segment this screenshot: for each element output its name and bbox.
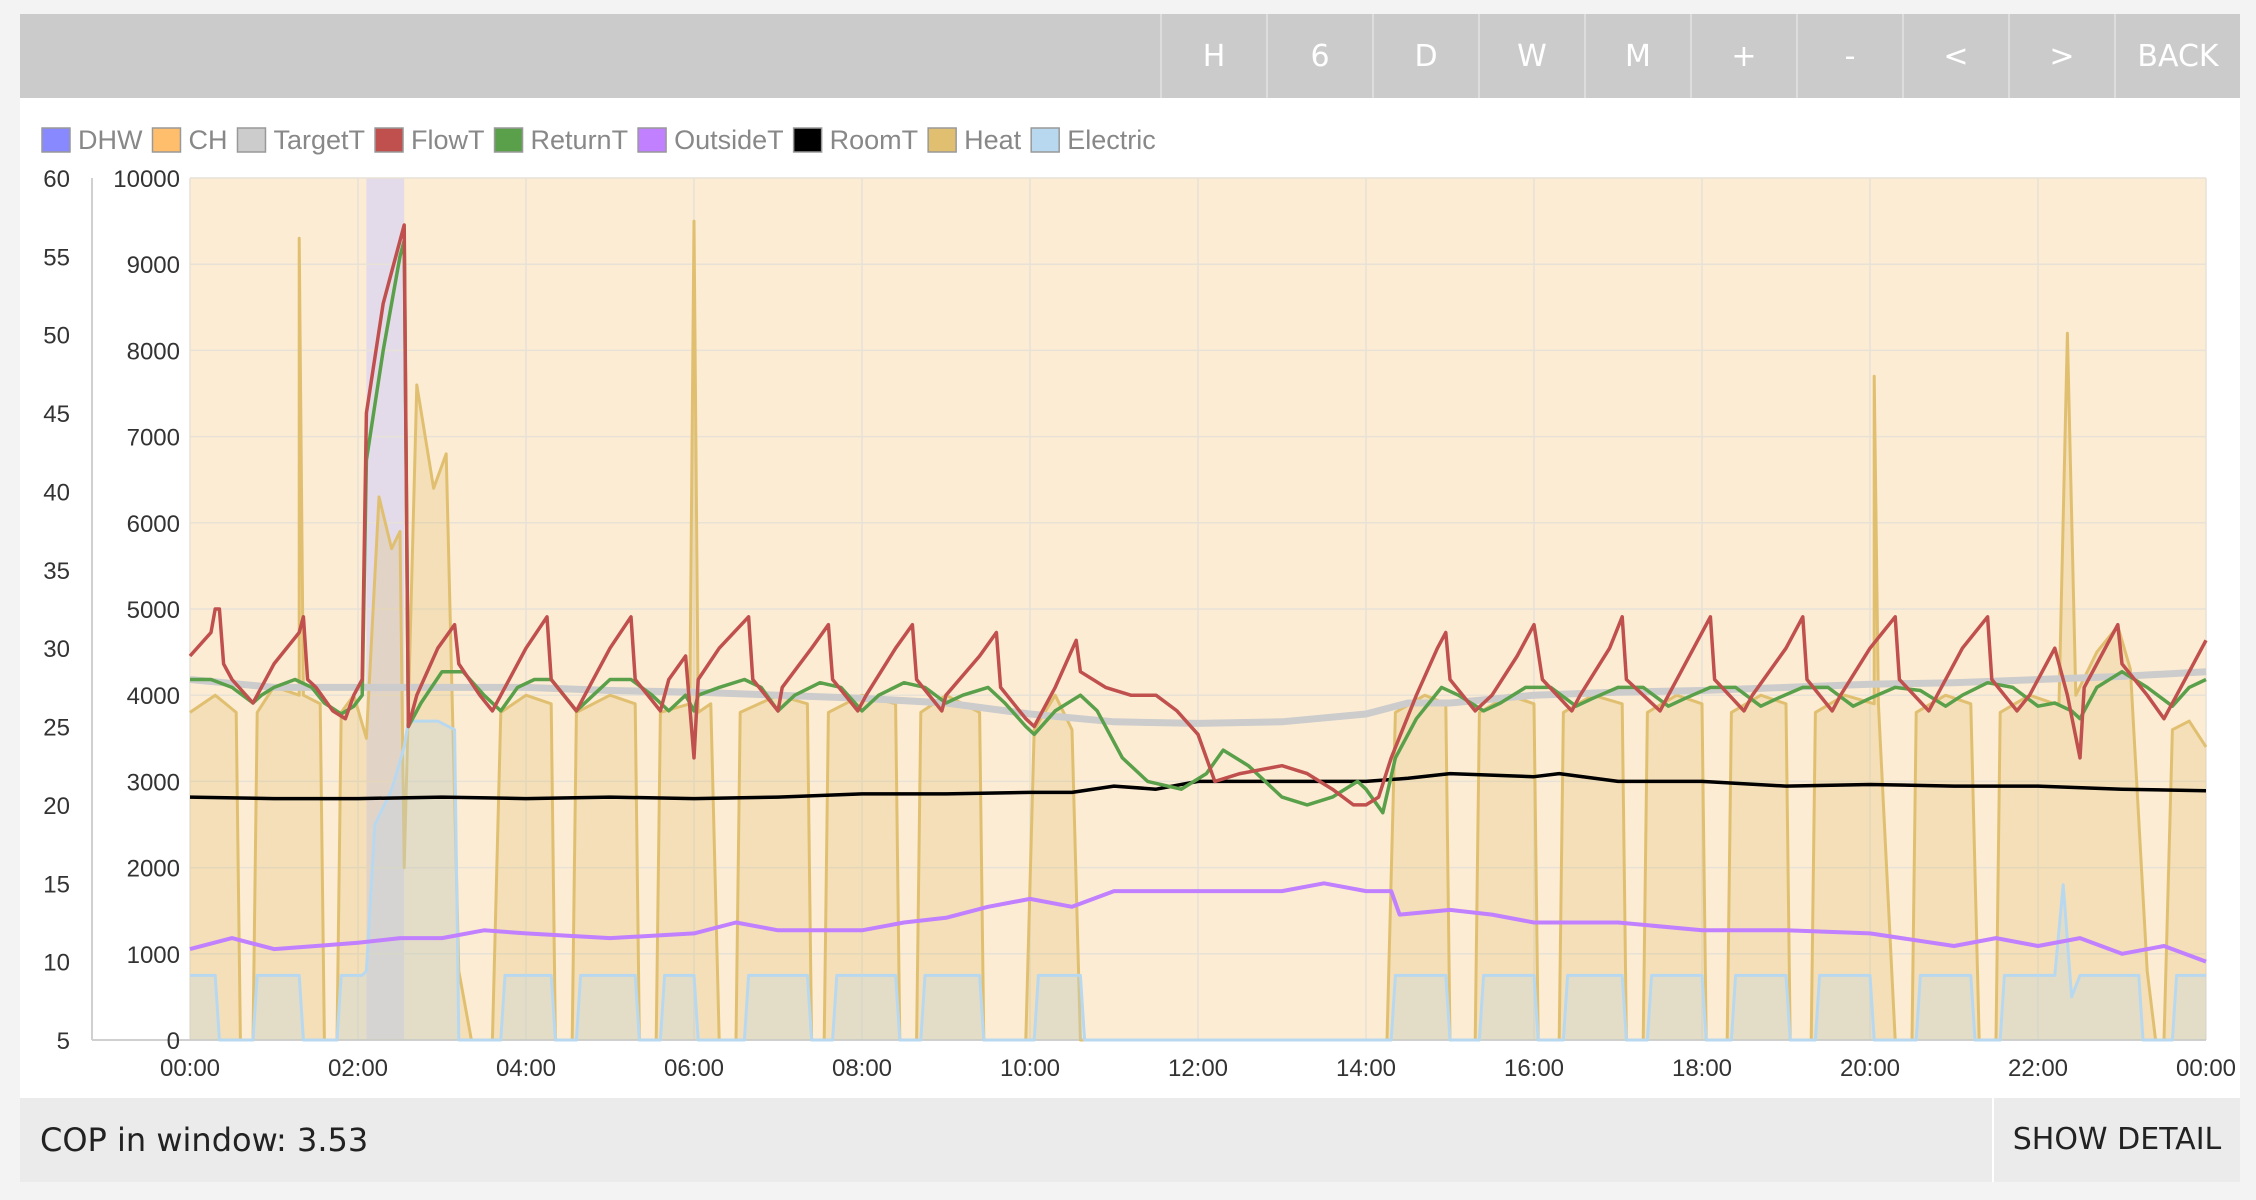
power-tick-label: 3000 (127, 769, 180, 796)
time-tick-label: 06:00 (664, 1055, 724, 1082)
power-tick-label: 2000 (127, 856, 180, 883)
legend-swatch (1030, 127, 1060, 153)
power-tick-label: 7000 (127, 425, 180, 452)
legend-label: ReturnT (531, 125, 629, 155)
power-tick-label: 0 (167, 1028, 180, 1055)
time-tick-label: 18:00 (1672, 1055, 1732, 1082)
power-tick-label: 10000 (113, 166, 180, 193)
temperature-tick-label: 15 (43, 871, 70, 898)
six-hours-button[interactable]: 6 (1266, 14, 1372, 98)
time-tick-label: 14:00 (1336, 1055, 1396, 1082)
time-tick-label: 22:00 (2008, 1055, 2068, 1082)
time-tick-label: 10:00 (1000, 1055, 1060, 1082)
legend-item-outsidet[interactable]: OutsideT (637, 125, 784, 155)
time-tick-label: 20:00 (1840, 1055, 1900, 1082)
legend-item-flowt[interactable]: FlowT (374, 125, 485, 155)
back-button[interactable]: BACK (2114, 14, 2240, 98)
legend-item-returnt[interactable]: ReturnT (493, 125, 629, 155)
pan-left-button[interactable]: < (1902, 14, 2008, 98)
power-tick-label: 9000 (127, 252, 180, 279)
legend-label: TargetT (273, 125, 365, 155)
power-tick-label: 6000 (127, 511, 180, 538)
legend-item-ch[interactable]: CH (151, 125, 227, 155)
time-tick-label: 00:00 (2176, 1055, 2236, 1082)
temperature-tick-label: 60 (43, 166, 70, 193)
cop-readout: COP in window: 3.53 (40, 1121, 369, 1159)
power-tick-label: 5000 (127, 597, 180, 624)
temperature-tick-label: 55 (43, 244, 70, 271)
heat-series-area (190, 221, 2206, 1041)
legend-label: Heat (964, 125, 1022, 155)
power-tick-label: 1000 (127, 942, 180, 969)
electric-series-area (190, 721, 2206, 1040)
power-temperature-chart[interactable]: 6055504540353025201510510000900080007000… (20, 14, 2240, 1098)
legend-swatch (41, 127, 71, 153)
day-button[interactable]: D (1372, 14, 1478, 98)
graph-window: H 6 D W M + - < > BACK 60 55 50 45 40 35 30 25 2… (20, 14, 2240, 1182)
legend-label: OutsideT (674, 125, 784, 155)
month-button[interactable]: M (1584, 14, 1690, 98)
legend-item-dhw[interactable]: DHW (41, 125, 143, 155)
temperature-tick-label: 35 (43, 558, 70, 585)
legend-swatch (493, 127, 524, 153)
legend-label: FlowT (411, 125, 485, 155)
toolbar: H 6 D W M + - < > BACK (20, 14, 2240, 98)
return-temperature-series (190, 238, 2207, 815)
footer-bar: COP in window: 3.53 SHOW DETAIL (20, 1098, 2240, 1182)
show-detail-button[interactable]: SHOW DETAIL (1992, 1098, 2240, 1182)
temperature-tick-label: 40 (43, 479, 70, 506)
room-temperature-series (189, 771, 2207, 801)
legend-swatch (374, 127, 404, 153)
temperature-tick-label: 30 (43, 636, 70, 663)
legend-label: Electric (1067, 125, 1156, 155)
time-tick-label: 08:00 (832, 1055, 892, 1082)
temperature-tick-label: 25 (43, 715, 70, 742)
legend-swatch (792, 127, 823, 153)
temperature-tick-label: 10 (43, 950, 70, 977)
legend-label: RoomT (830, 125, 919, 155)
time-tick-label: 02:00 (328, 1055, 388, 1082)
legend-item-roomt[interactable]: RoomT (792, 125, 919, 155)
power-tick-label: 8000 (127, 338, 180, 365)
legend-item-heat[interactable]: Heat (927, 125, 1022, 155)
time-tick-label: 00:00 (160, 1055, 220, 1082)
zoom-out-button[interactable]: - (1796, 14, 1902, 98)
legend-label: DHW (78, 125, 143, 155)
flow-temperature-series (188, 223, 2208, 807)
time-tick-label: 04:00 (496, 1055, 556, 1082)
legend-item-targett[interactable]: TargetT (236, 125, 365, 155)
legend-swatch (637, 127, 667, 153)
hour-button[interactable]: H (1160, 14, 1266, 98)
target-temperature-series (189, 668, 2207, 727)
temperature-tick-label: 5 (57, 1028, 70, 1055)
temperature-tick-label: 20 (43, 793, 70, 820)
legend-item-electric[interactable]: Electric (1030, 125, 1156, 155)
pan-right-button[interactable]: > (2008, 14, 2114, 98)
legend-label: CH (188, 125, 227, 155)
time-tick-label: 12:00 (1168, 1055, 1228, 1082)
temperature-tick-label: 50 (43, 323, 70, 350)
zoom-in-button[interactable]: + (1690, 14, 1796, 98)
legend-swatch (236, 127, 267, 153)
temperature-tick-label: 45 (43, 401, 70, 428)
legend-swatch (927, 127, 957, 153)
time-tick-label: 16:00 (1504, 1055, 1564, 1082)
week-button[interactable]: W (1478, 14, 1584, 98)
outside-temperature-series (189, 881, 2207, 964)
power-tick-label: 4000 (127, 683, 180, 710)
legend-swatch (151, 127, 182, 153)
